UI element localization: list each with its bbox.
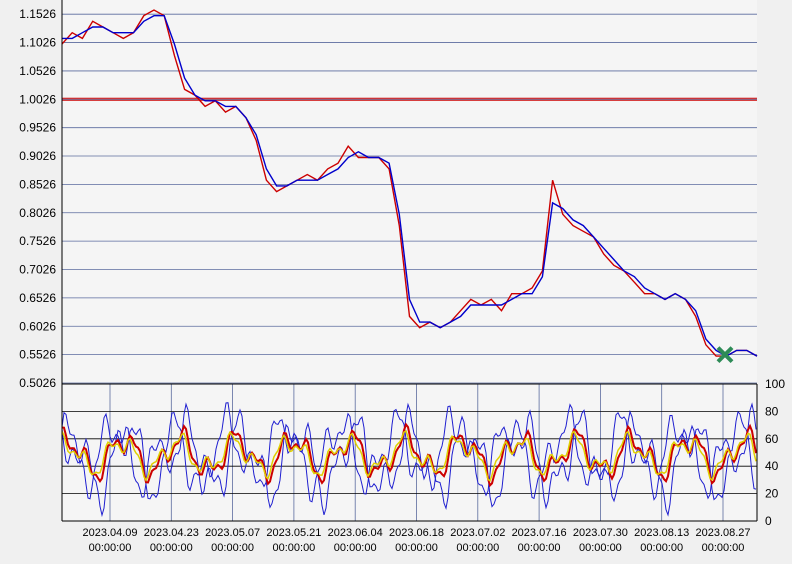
- price-plot-bg: [62, 0, 757, 383]
- price-y-tick: 0.7526: [19, 234, 56, 248]
- x-tick-time: 00:00:00: [211, 542, 254, 554]
- price-y-tick: 1.0026: [19, 92, 56, 106]
- osc-y-tick: 100: [765, 377, 785, 391]
- osc-y-tick: 20: [765, 487, 779, 501]
- osc-signal-line: [61, 422, 757, 488]
- price-y-tick: 1.1026: [19, 36, 56, 50]
- x-tick-date: 2023.06.04: [328, 527, 383, 539]
- osc-band-line: [61, 402, 757, 518]
- x-tick-time: 00:00:00: [456, 542, 499, 554]
- price-y-tick: 0.8526: [19, 177, 56, 191]
- x-tick-date: 2023.06.18: [389, 527, 444, 539]
- x-tick-date: 2023.05.07: [205, 527, 260, 539]
- x-tick-time: 00:00:00: [518, 542, 561, 554]
- x-tick-time: 00:00:00: [334, 542, 377, 554]
- x-tick-time: 00:00:00: [89, 542, 132, 554]
- price-series-line: [61, 9, 758, 357]
- price-y-tick: 0.7026: [19, 263, 56, 277]
- x-tick-date: 2023.07.30: [573, 527, 628, 539]
- x-tick-date: 2023.04.23: [144, 527, 199, 539]
- osc-y-tick: 0: [765, 514, 772, 528]
- x-tick-time: 00:00:00: [579, 542, 622, 554]
- price-y-tick: 1.0526: [19, 64, 56, 78]
- price-y-tick: 0.5026: [19, 376, 56, 390]
- price-y-tick: 1.1526: [19, 7, 56, 21]
- price-series-line: [62, 15, 758, 357]
- price-y-tick: 0.8026: [19, 206, 56, 220]
- osc-y-tick: 40: [765, 459, 779, 473]
- x-tick-date: 2023.04.09: [82, 527, 137, 539]
- osc-main-line: [61, 429, 757, 483]
- x-tick-time: 00:00:00: [395, 542, 438, 554]
- x-tick-time: 00:00:00: [272, 542, 315, 554]
- osc-y-tick: 60: [765, 432, 779, 446]
- x-tick-time: 00:00:00: [150, 542, 193, 554]
- x-tick-time: 00:00:00: [640, 542, 683, 554]
- price-y-tick: 0.9026: [19, 149, 56, 163]
- x-tick-date: 2023.05.21: [266, 527, 321, 539]
- price-y-tick: 0.6526: [19, 291, 56, 305]
- price-y-tick: 0.9526: [19, 121, 56, 135]
- x-tick-time: 00:00:00: [702, 542, 745, 554]
- trade-marker: [716, 346, 734, 364]
- osc-y-tick: 80: [765, 404, 779, 418]
- x-tick-date: 2023.07.02: [450, 527, 505, 539]
- x-tick-date: 2023.08.27: [695, 527, 750, 539]
- x-tick-date: 2023.07.16: [512, 527, 567, 539]
- price-y-tick: 0.6026: [19, 319, 56, 333]
- price-y-tick: 0.5526: [19, 348, 56, 362]
- x-tick-date: 2023.08.13: [634, 527, 689, 539]
